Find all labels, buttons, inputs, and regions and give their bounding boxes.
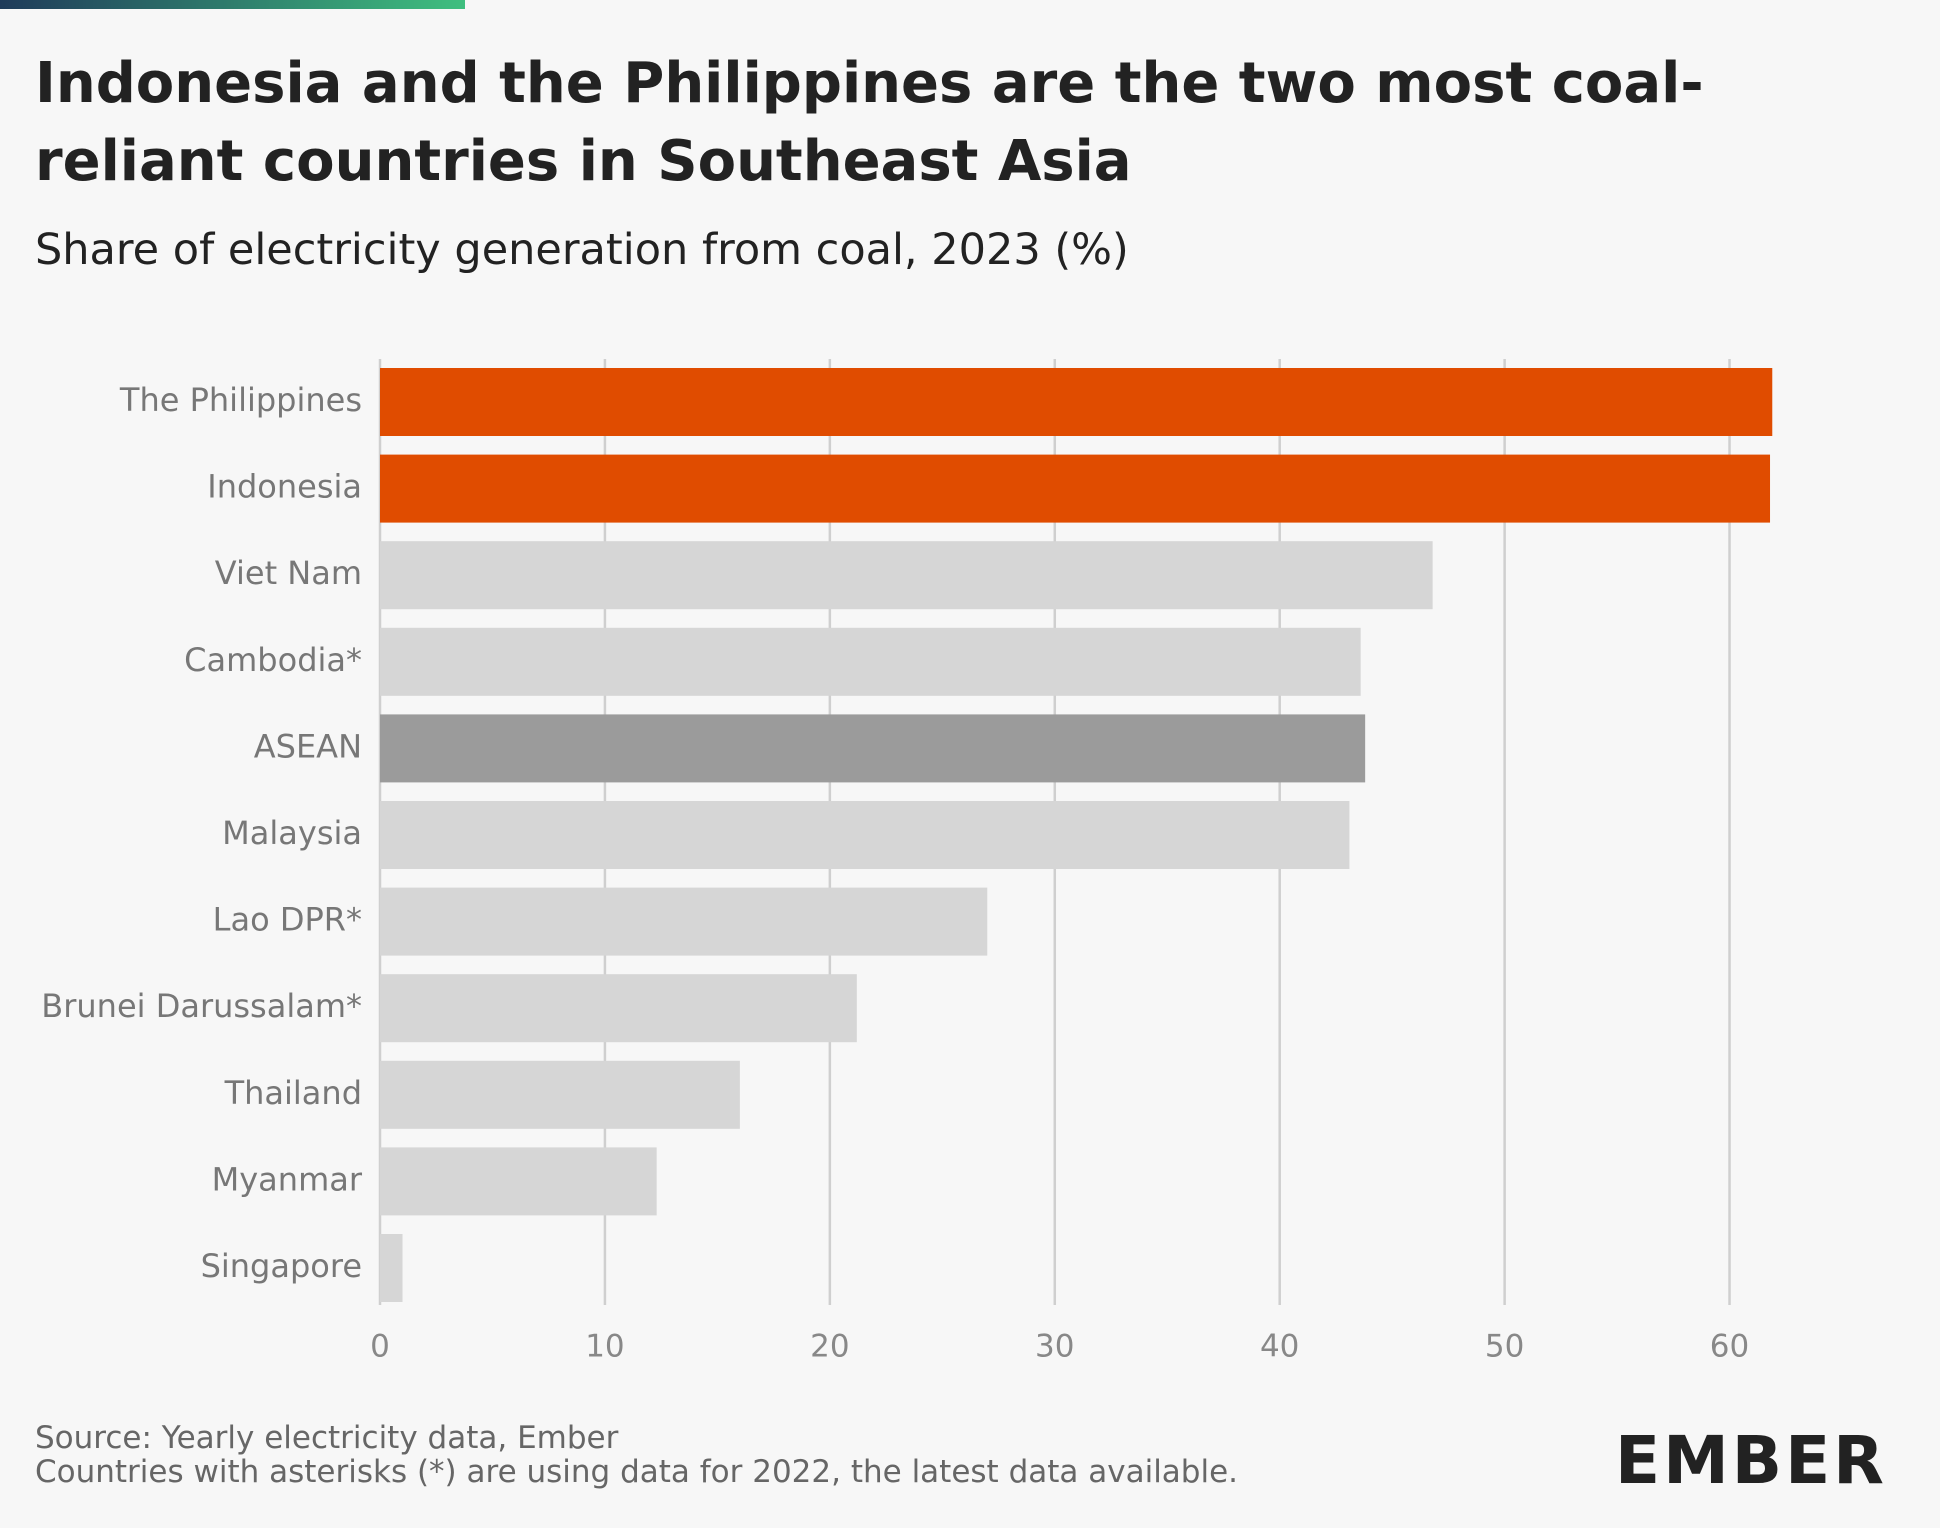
- bar: [380, 368, 1773, 436]
- y-tick-label: ASEAN: [254, 727, 362, 765]
- x-tick-label: 20: [810, 1329, 849, 1365]
- bar: [380, 887, 988, 956]
- x-tick-label: 40: [1260, 1329, 1299, 1365]
- bar: [380, 1060, 740, 1129]
- bar: [380, 454, 1771, 523]
- y-tick-label: Thailand: [224, 1074, 362, 1112]
- x-tick-label: 0: [370, 1329, 390, 1365]
- bar: [380, 541, 1433, 610]
- x-tick-label: 60: [1710, 1329, 1749, 1365]
- y-tick-label: Indonesia: [207, 468, 362, 506]
- y-tick-label: Viet Nam: [215, 554, 362, 592]
- bar: [380, 627, 1361, 696]
- y-tick-label: The Philippines: [119, 381, 362, 419]
- y-tick-label: Brunei Darussalam*: [41, 987, 362, 1025]
- chart: 0 10 20 30 40 50 60 The Philippines Indonesia Vie…: [41, 359, 1773, 1365]
- x-tick-label: 30: [1035, 1329, 1074, 1365]
- y-tick-label: Malaysia: [222, 814, 362, 852]
- x-tick-label: 50: [1485, 1329, 1524, 1365]
- bar: [380, 714, 1366, 783]
- bar: [380, 1147, 657, 1216]
- chart-subtitle: Share of electricity generation from coa…: [35, 225, 1129, 275]
- logo: EMBER: [1615, 1422, 1887, 1499]
- y-tick-label: Cambodia*: [184, 641, 362, 679]
- y-tick-label: Singapore: [201, 1247, 362, 1285]
- accent-bar: [0, 0, 465, 9]
- y-tick-label: Lao DPR*: [213, 901, 362, 939]
- bar: [380, 974, 857, 1043]
- bar: [380, 1234, 403, 1302]
- source-note: Source: Yearly electricity data, Ember: [35, 1420, 619, 1456]
- chart-title: Indonesia and the Philippines are the tw…: [35, 51, 1704, 194]
- footnote: Countries with asterisks (*) are using d…: [35, 1454, 1239, 1490]
- x-tick-label: 10: [585, 1329, 624, 1365]
- bar: [380, 801, 1350, 869]
- y-tick-label: Myanmar: [212, 1160, 363, 1198]
